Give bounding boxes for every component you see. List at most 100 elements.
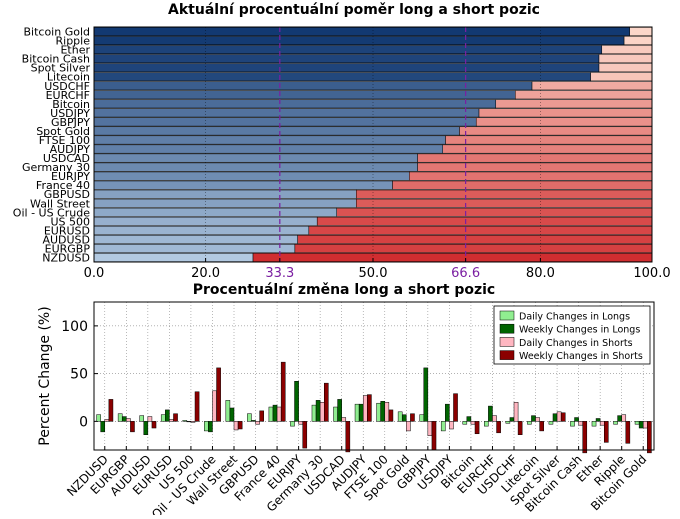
legend-label: Weekly Changes in Longs	[519, 325, 640, 336]
change-bar	[578, 421, 583, 426]
short-bar	[515, 90, 653, 100]
category-label: EURCHF	[46, 89, 90, 102]
long-bar	[93, 153, 418, 163]
legend-swatch	[499, 350, 515, 360]
change-bar	[272, 404, 278, 422]
change-bar	[488, 405, 493, 422]
change-bar	[505, 421, 511, 424]
legend-swatch	[499, 310, 515, 321]
change-bar	[560, 412, 566, 422]
change-bar	[556, 411, 562, 422]
change-bar	[419, 414, 425, 422]
change-bar	[484, 421, 489, 427]
change-bar	[147, 416, 153, 422]
change-bar	[311, 404, 317, 422]
category-label: Spot Silver	[31, 62, 91, 75]
change-bar	[517, 421, 523, 435]
y-tick-label: 0	[79, 414, 88, 430]
long-bar	[93, 253, 254, 262]
long-bar	[93, 225, 310, 235]
change-bar	[552, 413, 558, 422]
short-bar	[392, 180, 653, 190]
long-bar	[93, 216, 318, 226]
change-bar	[100, 421, 106, 433]
x-tick-label: 66.6	[451, 266, 480, 281]
long-bar	[93, 45, 603, 55]
change-bar	[527, 421, 532, 425]
change-bar	[108, 399, 114, 422]
change-bar	[445, 403, 450, 422]
change-bar	[362, 395, 368, 422]
category-label: Germany 30	[22, 161, 90, 174]
change-bar	[509, 417, 515, 422]
short-bar	[356, 189, 653, 199]
chart-title-change: Procentuální změna long a short pozic	[193, 282, 495, 298]
change-bar	[117, 413, 123, 422]
change-bar	[194, 391, 200, 422]
change-bar	[423, 367, 429, 422]
long-bar	[93, 126, 460, 136]
change-bar	[333, 406, 338, 422]
short-bar	[598, 63, 653, 73]
change-bar	[613, 421, 618, 425]
change-bar	[337, 399, 342, 422]
x-tick-label: 20.0	[191, 266, 220, 281]
change-bar	[104, 419, 110, 422]
category-label: USDCAD	[43, 152, 90, 165]
change-bar	[492, 415, 497, 422]
plot-frame	[93, 301, 655, 451]
change-bar	[298, 421, 303, 425]
short-bar	[409, 171, 653, 181]
category-label: France 40	[36, 179, 90, 192]
category-label: Wall Street	[30, 197, 91, 210]
change-bar	[160, 414, 166, 422]
change-bar	[255, 421, 260, 425]
change-bar	[233, 421, 239, 431]
change-bar	[204, 421, 209, 432]
long-bar	[93, 54, 600, 64]
short-bar	[252, 253, 653, 262]
change-bar	[280, 361, 286, 422]
short-bar	[475, 117, 653, 127]
change-bar	[190, 421, 196, 423]
change-bar	[384, 402, 390, 422]
short-bar	[590, 72, 653, 82]
short-bar	[495, 99, 653, 109]
category-label: USDCHF	[44, 80, 90, 93]
short-bar	[417, 162, 653, 172]
long-bar	[93, 90, 516, 100]
long-bar	[93, 63, 600, 73]
x-tick-label: 100.0	[633, 266, 670, 281]
category-label: US 500	[50, 215, 90, 228]
long-bar	[93, 135, 446, 145]
short-bar	[417, 153, 653, 163]
long-bar	[93, 162, 418, 172]
long-bar	[93, 171, 410, 181]
category-label: Oil - US Crude	[13, 206, 90, 219]
change-bar	[165, 409, 170, 422]
x-tick-label: 80.0	[526, 266, 555, 281]
short-bar	[297, 234, 653, 244]
category-label: EURJPY	[51, 170, 90, 183]
change-bar	[638, 421, 644, 429]
category-label: NZDUSD	[42, 251, 90, 264]
long-bar	[93, 180, 393, 190]
change-bar	[341, 417, 347, 422]
change-bar	[440, 421, 446, 432]
change-bar	[225, 400, 231, 422]
long-bar	[93, 144, 443, 154]
change-bar	[449, 421, 454, 430]
change-bar	[595, 418, 601, 422]
change-bar	[358, 403, 364, 422]
legend-swatch	[499, 323, 515, 334]
short-bar	[531, 81, 653, 91]
change-bar	[229, 407, 235, 422]
category-label: Bitcoin	[52, 98, 90, 111]
change-bar	[647, 421, 652, 454]
change-bar	[354, 403, 360, 422]
change-bar	[634, 421, 640, 425]
change-bar	[294, 381, 299, 422]
x-tick-label: 33.3	[265, 266, 294, 281]
